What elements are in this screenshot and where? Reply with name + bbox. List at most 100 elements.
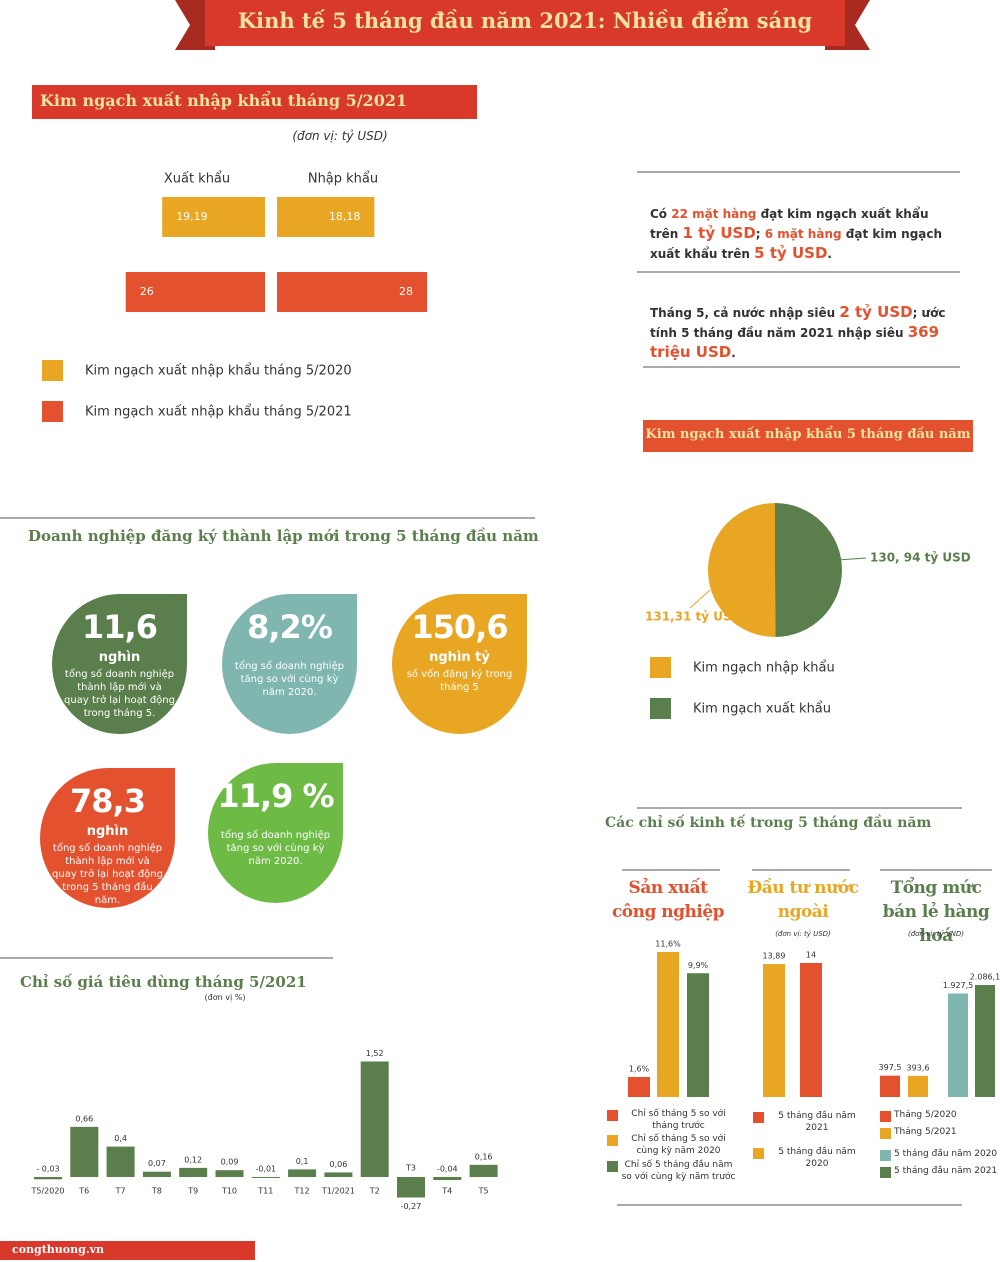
value-label: 0,16 xyxy=(475,1152,493,1161)
note-text: 2 tỷ USD xyxy=(839,303,913,321)
x-tick-label: T11 xyxy=(257,1187,273,1196)
legend-swatch xyxy=(607,1135,618,1146)
bar xyxy=(433,1177,462,1181)
value-label: 2.086,1 xyxy=(970,973,1000,982)
source-bar xyxy=(0,1241,255,1260)
legend-label: Chỉ số 5 tháng đầu năm so với cùng kỳ nă… xyxy=(621,1160,736,1182)
value-label: 26 xyxy=(140,285,154,298)
note-text: ; xyxy=(755,227,765,241)
bar xyxy=(106,1146,135,1177)
tile-value: 150,6 xyxy=(411,608,508,646)
bar xyxy=(215,1170,244,1177)
note-text: . xyxy=(827,247,832,261)
legend-swatch xyxy=(880,1167,891,1178)
value-label: 0,66 xyxy=(75,1114,93,1123)
x-tick-label: T8 xyxy=(151,1187,162,1196)
value-label: 19,19 xyxy=(176,210,208,223)
tile: 150,6 nghìn tỷ số vốn đăng ký trong tháng … xyxy=(392,594,527,734)
legend-label: Kim ngạch nhập khẩu xyxy=(693,661,835,676)
legend-label: 5 tháng đầu năm 2020 xyxy=(778,1147,856,1169)
legend-swatch xyxy=(42,401,63,422)
bar xyxy=(70,1126,99,1177)
value-label: 14 xyxy=(806,951,816,960)
value-label: 393,6 xyxy=(907,1063,930,1072)
tile: 11,9 % tổng số doanh nghiệp tăng so với c… xyxy=(208,763,343,903)
bar xyxy=(948,993,968,1097)
legend-label: Chỉ số tháng 5 so với cùng kỳ năm 2020 xyxy=(631,1134,726,1156)
bar xyxy=(125,272,265,312)
value-label: 9,9% xyxy=(688,961,709,970)
category-label: Nhập khẩu xyxy=(308,172,378,187)
section-title: Doanh nghiệp đăng ký thành lập mới trong… xyxy=(28,527,539,545)
bar xyxy=(288,1169,317,1177)
chart-subtitle: (đơn vị %) xyxy=(204,993,246,1002)
value-label: 0,4 xyxy=(114,1134,127,1143)
bar xyxy=(397,1177,425,1198)
bar xyxy=(908,1075,928,1097)
bar xyxy=(628,1077,650,1097)
value-label: 0,06 xyxy=(329,1160,347,1169)
bar xyxy=(880,1075,900,1097)
value-label: 28 xyxy=(399,285,413,298)
section-bar xyxy=(643,420,973,452)
value-label: 13,89 xyxy=(763,952,786,961)
legend-label: Tháng 5/2021 xyxy=(894,1127,957,1137)
page-title: Kinh tế 5 tháng đầu năm 2021: Nhiều điểm… xyxy=(237,8,813,33)
value-label: 1,6% xyxy=(629,1065,650,1074)
tile-text: tổng số doanh nghiệp thành lập mới và qu… xyxy=(52,843,163,906)
tile-text: tổng số doanh nghiệp tăng so với cùng kỳ… xyxy=(220,830,331,867)
bar xyxy=(657,952,679,1097)
legend-label: Kim ngạch xuất nhập khẩu tháng 5/2020 xyxy=(85,364,352,379)
tile: 78,3 nghìn tổng số doanh nghiệp thành lập … xyxy=(40,768,175,908)
tile-unit: nghìn tỷ xyxy=(429,650,490,665)
panel-title: Đầu tư nước ngoài xyxy=(747,878,859,922)
legend-label: Kim ngạch xuất khẩu xyxy=(693,702,831,717)
bar xyxy=(469,1164,498,1177)
x-tick-label: T6 xyxy=(78,1187,89,1196)
value-label: -0,01 xyxy=(255,1165,276,1174)
tile-value: 78,3 xyxy=(70,782,146,820)
chart-title: Kim ngạch xuất nhập khẩu 5 tháng đầu năm xyxy=(645,427,971,442)
bar xyxy=(763,964,785,1097)
leader xyxy=(837,557,867,561)
legend-label: Tháng 5/2020 xyxy=(894,1110,957,1120)
tile-value: 11,6 xyxy=(82,608,158,646)
legend-swatch xyxy=(753,1112,764,1123)
value-label: 0,12 xyxy=(184,1155,202,1164)
tile: 8,2% tổng số doanh nghiệp tăng so với cùn… xyxy=(222,594,357,734)
note-text: Có xyxy=(650,207,672,221)
value-label: 0,1 xyxy=(296,1157,309,1166)
legend-label: 5 tháng đầu năm 2021 xyxy=(778,1111,856,1133)
note-text: 5 tỷ USD xyxy=(754,244,828,262)
x-tick-label: T1/2021 xyxy=(321,1187,355,1196)
x-tick-label: T12 xyxy=(294,1187,310,1196)
legend-swatch xyxy=(650,657,671,678)
section-bar xyxy=(32,85,477,119)
value-label: 1.927,5 xyxy=(943,981,974,990)
value-label: 0,07 xyxy=(148,1159,166,1168)
x-tick-label: T5 xyxy=(478,1187,489,1196)
legend-swatch xyxy=(753,1148,764,1159)
note-text: đạt kim ngạch xuất khẩu trên xyxy=(650,207,929,241)
x-tick-label: T2 xyxy=(369,1187,380,1196)
bar xyxy=(251,1177,280,1178)
panel-title: Sản xuất công nghiệp xyxy=(611,878,725,922)
bar xyxy=(277,197,375,237)
panel-title: Tổng mức bán lẻ hàng hoá xyxy=(882,878,990,946)
tile-value: 8,2% xyxy=(247,608,333,646)
note-text: ; ước tính 5 tháng đầu năm 2021 nhập siê… xyxy=(650,306,946,340)
chart-title: Chỉ số giá tiêu dùng tháng 5/2021 xyxy=(20,973,307,991)
note-text: 6 mặt hàng xyxy=(764,227,842,241)
legend-swatch xyxy=(880,1128,891,1139)
x-tick-label: T10 xyxy=(221,1187,237,1196)
bar xyxy=(277,272,427,312)
tile-unit: nghìn xyxy=(86,824,129,839)
bar xyxy=(179,1167,208,1177)
legend-label: Chỉ số tháng 5 so với tháng trước xyxy=(631,1109,726,1131)
tile-text: tổng số doanh nghiệp tăng so với cùng kỳ… xyxy=(234,661,345,698)
panel-subtitle: (đơn vị: tỷ USD) xyxy=(775,930,831,938)
tile-text: tổng số doanh nghiệp thành lập mới và qu… xyxy=(64,669,175,719)
legend-swatch xyxy=(880,1150,891,1161)
